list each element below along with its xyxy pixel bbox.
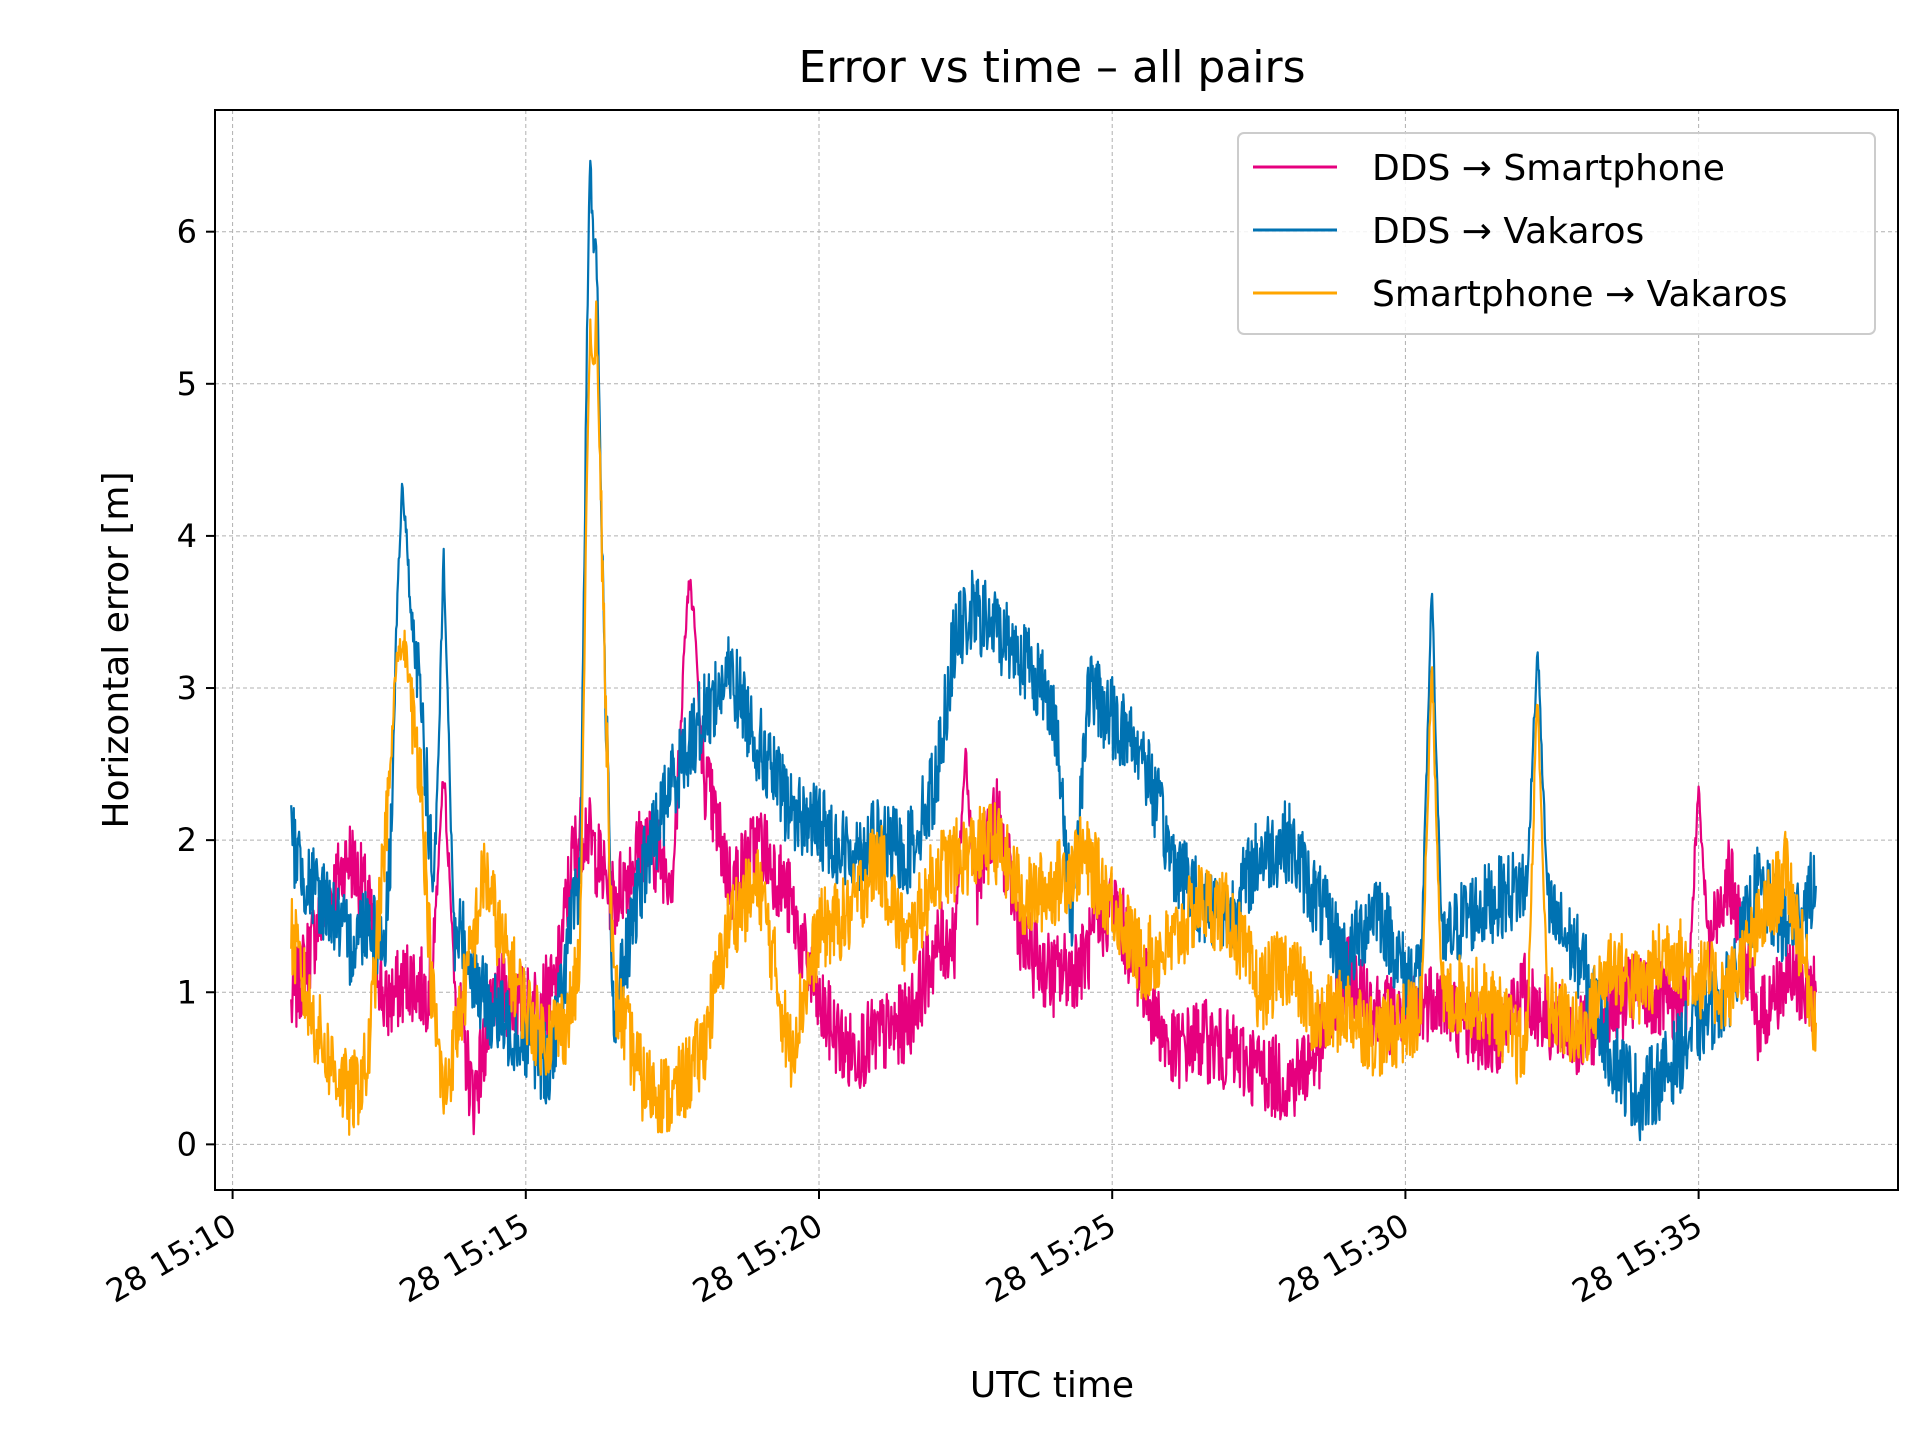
- series-line-1: [290, 159, 1817, 1142]
- x-tick-label: 28 15:30: [1272, 1206, 1415, 1310]
- x-tick-label: 28 15:35: [1566, 1206, 1709, 1310]
- legend-label-smartphone-vakaros: Smartphone → Vakaros: [1372, 274, 1788, 315]
- x-axis-title: UTC time: [970, 1365, 1134, 1406]
- legend-box: [1237, 132, 1876, 335]
- x-tick-label: 28 15:15: [393, 1206, 536, 1310]
- y-tick-label: 2: [177, 821, 197, 859]
- legend-label-dds-smartphone: DDS → Smartphone: [1372, 148, 1725, 189]
- series-line-2: [290, 300, 1817, 1136]
- chart-title: Error vs time – all pairs: [798, 42, 1305, 93]
- x-tick-label: 28 15:10: [100, 1206, 243, 1310]
- y-tick-label: 4: [177, 517, 197, 555]
- x-tick-label: 28 15:20: [686, 1206, 829, 1310]
- y-tick-label: 5: [177, 365, 197, 403]
- legend-label-dds-vakaros: DDS → Vakaros: [1372, 211, 1644, 252]
- y-tick-label: 6: [177, 213, 197, 251]
- y-tick-label: 3: [177, 669, 197, 707]
- y-tick-label: 1: [177, 973, 197, 1011]
- series-lines: [290, 159, 1817, 1142]
- y-axis: 0 1 2 3 4 5 6: [177, 213, 215, 1163]
- x-tick-label: 28 15:25: [979, 1206, 1122, 1310]
- y-axis-title: Horizontal error [m]: [96, 471, 137, 828]
- x-axis: 28 15:10 28 15:15 28 15:20 28 15:25 28 15:30…: [100, 1190, 1709, 1310]
- legend: DDS → Smartphone DDS → Vakaros Smartphon…: [1237, 132, 1876, 335]
- plot-frame: [214, 109, 1899, 1191]
- y-tick-label: 0: [177, 1125, 197, 1163]
